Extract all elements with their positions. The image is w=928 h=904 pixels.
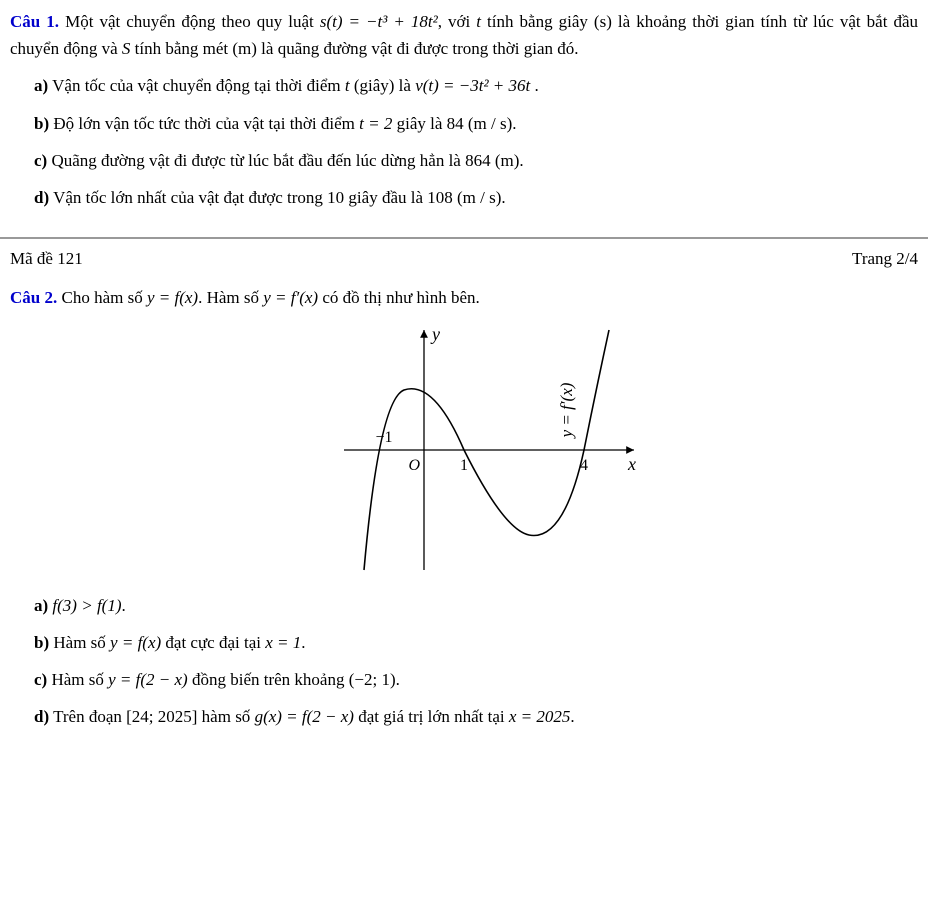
svg-text:−1: −1 (375, 429, 392, 446)
q2a-t: . (121, 596, 125, 615)
q1a-eq: v(t) = −3t² + 36t (415, 76, 530, 95)
q1a-t2: (giây) là (350, 76, 416, 95)
q1-label: Câu 1. (10, 12, 59, 31)
q1b-val: 84 (m / s) (447, 114, 513, 133)
q2-option-d: d) Trên đoạn [24; 2025] hàm số g(x) = f(… (34, 703, 918, 730)
q1-eq1: s(t) = −t³ + 18t² (320, 12, 438, 31)
svg-text:1: 1 (460, 457, 468, 474)
derivative-graph: y Ox −1 1 4 y = f′(x) (284, 320, 644, 580)
q2c-label: c) (34, 670, 47, 689)
svg-text:y = f′(x): y = f′(x) (557, 382, 576, 439)
q1-option-d: d) Vận tốc lớn nhất của vật đạt được tro… (34, 184, 918, 211)
q2-option-b: b) Hàm số y = f(x) đạt cực đại tại x = 1… (34, 629, 918, 656)
q2d-t2: hàm số (197, 707, 254, 726)
q1c-t2: . (519, 151, 523, 170)
q2c-t2: đồng biến trên khoảng (188, 670, 349, 689)
q1-intro-p4: tính bằng mét (m) là quãng đường vật đi … (130, 39, 578, 58)
q1d-val: 108 (m / s) (427, 188, 501, 207)
q1c-t1: Quãng đường vật đi được từ lúc bắt đầu đ… (51, 151, 465, 170)
q1b-t3: . (512, 114, 516, 133)
q2-eq2: y = f′(x) (263, 288, 318, 307)
footer-right: Trang 2/4 (852, 245, 918, 272)
q2b-t2: đạt cực đại tại (161, 633, 265, 652)
q2b-t1: Hàm số (53, 633, 110, 652)
svg-text:4: 4 (580, 457, 588, 474)
q1c-label: c) (34, 151, 47, 170)
q2a-eq: f(3) > f(1) (52, 596, 121, 615)
q2d-t3: đạt giá trị lớn nhất tại (354, 707, 509, 726)
q1d-label: d) (34, 188, 49, 207)
q2b-eq: y = f(x) (110, 633, 161, 652)
page-footer: Mã đề 121 Trang 2/4 (0, 238, 928, 276)
q1d-num: 10 (327, 188, 344, 207)
q2-intro: Câu 2. Cho hàm số y = f(x). Hàm số y = f… (10, 284, 918, 311)
q2-eq1: y = f(x) (147, 288, 198, 307)
q1-option-a: a) Vận tốc của vật chuyển động tại thời … (34, 72, 918, 99)
footer-left: Mã đề 121 (10, 245, 83, 272)
q2c-eq: y = f(2 − x) (108, 670, 188, 689)
q1a-t3: . (530, 76, 539, 95)
q1d-t2: giây đầu là (344, 188, 427, 207)
q2d-eq: g(x) = f(2 − x) (255, 707, 354, 726)
q1b-eq1: t = 2 (359, 114, 392, 133)
q2c-interval: (−2; 1) (349, 670, 396, 689)
graph-container: y Ox −1 1 4 y = f′(x) (10, 320, 918, 580)
q1-intro-p2: , với (438, 12, 477, 31)
q1-option-c: c) Quãng đường vật đi được từ lúc bắt đầ… (34, 147, 918, 174)
q1a-label: a) (34, 76, 48, 95)
q2-option-a: a) f(3) > f(1). (34, 592, 918, 619)
q2-p1: Cho hàm số (61, 288, 146, 307)
q2-p2: . Hàm số (198, 288, 263, 307)
q2b-t3: . (301, 633, 305, 652)
q1b-t1: Độ lớn vận tốc tức thời của vật tại thời… (53, 114, 359, 133)
q1d-t3: . (501, 188, 505, 207)
q2a-label: a) (34, 596, 48, 615)
q2d-t1: Trên đoạn (53, 707, 126, 726)
svg-text:x: x (627, 454, 636, 474)
q1c-val: 864 (m) (465, 151, 519, 170)
q1d-t1: Vận tốc lớn nhất của vật đạt được trong (53, 188, 327, 207)
q2c-t1: Hàm số (51, 670, 108, 689)
q2b-label: b) (34, 633, 49, 652)
q2d-label: d) (34, 707, 49, 726)
q2c-t3: . (396, 670, 400, 689)
q1-intro-p1: Một vật chuyển động theo quy luật (65, 12, 320, 31)
q2-p3: có đồ thị như hình bên. (318, 288, 480, 307)
svg-text:O: O (408, 457, 420, 474)
q1b-label: b) (34, 114, 49, 133)
q2-label: Câu 2. (10, 288, 57, 307)
question-2: Câu 2. Cho hàm số y = f(x). Hàm số y = f… (0, 276, 928, 756)
q2b-eq2: x = 1 (265, 633, 301, 652)
q1a-t1: Vận tốc của vật chuyển động tại thời điể… (52, 76, 345, 95)
q1-option-b: b) Độ lớn vận tốc tức thời của vật tại t… (34, 110, 918, 137)
q2d-eq2: x = 2025 (509, 707, 571, 726)
svg-text:y: y (430, 324, 440, 344)
q2d-interval: [24; 2025] (126, 707, 197, 726)
q2d-t4: . (570, 707, 574, 726)
q1b-t2: giây là (392, 114, 446, 133)
q2-option-c: c) Hàm số y = f(2 − x) đồng biến trên kh… (34, 666, 918, 693)
q1-intro: Câu 1. Một vật chuyển động theo quy luật… (10, 8, 918, 62)
question-1: Câu 1. Một vật chuyển động theo quy luật… (0, 0, 928, 238)
